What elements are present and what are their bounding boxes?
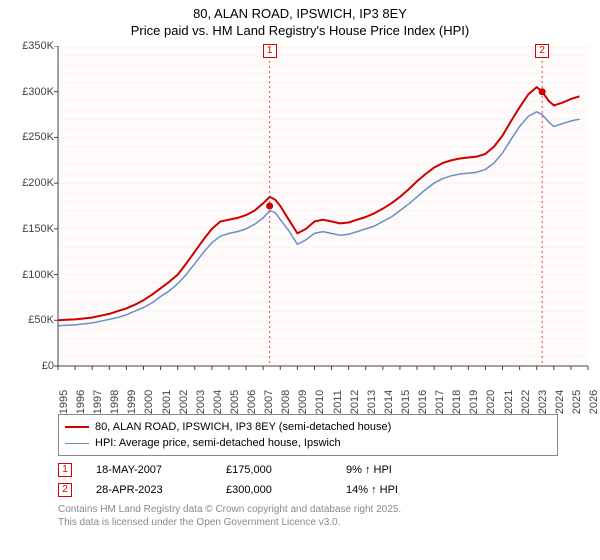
- y-tick-label: £0: [16, 360, 54, 372]
- y-tick-label: £150K: [16, 223, 54, 235]
- plot-svg: [10, 46, 592, 370]
- y-tick-label: £100K: [16, 269, 54, 281]
- x-tick-label: 2025: [571, 390, 583, 414]
- x-tick-label: 2007: [263, 390, 275, 414]
- sale-row-2: 2 28-APR-2023£300,00014% ↑ HPI: [58, 480, 558, 500]
- x-tick-label: 2006: [246, 390, 258, 414]
- x-tick-label: 2019: [468, 390, 480, 414]
- footnote: Contains HM Land Registry data © Crown c…: [58, 504, 590, 529]
- x-tick-label: 2012: [349, 390, 361, 414]
- chart-marker-1: 1: [263, 44, 277, 58]
- legend-item-0: 80, ALAN ROAD, IPSWICH, IP3 8EY (semi-de…: [65, 419, 551, 435]
- y-tick-label: £250K: [16, 131, 54, 143]
- y-tick-label: £350K: [16, 40, 54, 52]
- sale-date: 28-APR-2023: [96, 484, 226, 496]
- sale-marker: 2: [58, 483, 72, 497]
- sale-price: £300,000: [226, 484, 346, 496]
- footnote-line2: This data is licensed under the Open Gov…: [58, 517, 590, 530]
- sale-date: 18-MAY-2007: [96, 464, 226, 476]
- x-tick-label: 1996: [75, 390, 87, 414]
- y-tick-label: £200K: [16, 177, 54, 189]
- title-address: 80, ALAN ROAD, IPSWICH, IP3 8EY: [10, 6, 590, 21]
- legend: 80, ALAN ROAD, IPSWICH, IP3 8EY (semi-de…: [58, 414, 558, 456]
- legend-swatch: [65, 426, 89, 428]
- x-tick-label: 2003: [195, 390, 207, 414]
- x-tick-label: 2010: [314, 390, 326, 414]
- x-tick-label: 2000: [143, 390, 155, 414]
- sale-pct: 9% ↑ HPI: [346, 464, 466, 476]
- x-tick-label: 2016: [417, 390, 429, 414]
- x-tick-label: 2001: [161, 390, 173, 414]
- sale-pct: 14% ↑ HPI: [346, 484, 466, 496]
- x-tick-label: 2014: [383, 390, 395, 414]
- y-tick-label: £300K: [16, 86, 54, 98]
- sale-price: £175,000: [226, 464, 346, 476]
- y-tick-label: £50K: [16, 314, 54, 326]
- x-tick-label: 2015: [400, 390, 412, 414]
- chart-container: 80, ALAN ROAD, IPSWICH, IP3 8EY Price pa…: [0, 0, 600, 560]
- x-tick-label: 2004: [212, 390, 224, 414]
- chart-marker-2: 2: [535, 44, 549, 58]
- x-tick-label: 2021: [503, 390, 515, 414]
- x-tick-label: 2018: [451, 390, 463, 414]
- title-block: 80, ALAN ROAD, IPSWICH, IP3 8EY Price pa…: [10, 6, 590, 38]
- sale-marker: 1: [58, 463, 72, 477]
- x-tick-label: 2013: [366, 390, 378, 414]
- sale-row-1: 1 18-MAY-2007£175,0009% ↑ HPI: [58, 460, 558, 480]
- footnote-line1: Contains HM Land Registry data © Crown c…: [58, 504, 590, 517]
- x-tick-label: 1998: [109, 390, 121, 414]
- x-tick-label: 2011: [332, 390, 344, 414]
- x-tick-label: 2020: [485, 390, 497, 414]
- x-tick-label: 2017: [434, 390, 446, 414]
- x-tick-label: 2005: [229, 390, 241, 414]
- x-tick-label: 1997: [92, 390, 104, 414]
- sales-table: 1 18-MAY-2007£175,0009% ↑ HPI 2 28-APR-2023…: [58, 460, 558, 500]
- x-tick-label: 2008: [280, 390, 292, 414]
- x-tick-label: 2026: [588, 390, 600, 414]
- chart-area: £0£50K£100K£150K£200K£250K£300K£350K1995…: [10, 46, 590, 408]
- x-tick-label: 2023: [537, 390, 549, 414]
- legend-item-1: HPI: Average price, semi-detached house,…: [65, 435, 551, 451]
- x-tick-label: 2022: [520, 390, 532, 414]
- x-tick-label: 2009: [297, 390, 309, 414]
- legend-label: HPI: Average price, semi-detached house,…: [95, 437, 341, 449]
- x-tick-label: 2024: [554, 390, 566, 414]
- x-tick-label: 2002: [178, 390, 190, 414]
- x-tick-label: 1999: [126, 390, 138, 414]
- legend-label: 80, ALAN ROAD, IPSWICH, IP3 8EY (semi-de…: [95, 421, 391, 433]
- legend-swatch: [65, 443, 89, 444]
- x-tick-label: 1995: [58, 390, 70, 414]
- title-subtitle: Price paid vs. HM Land Registry's House …: [10, 23, 590, 38]
